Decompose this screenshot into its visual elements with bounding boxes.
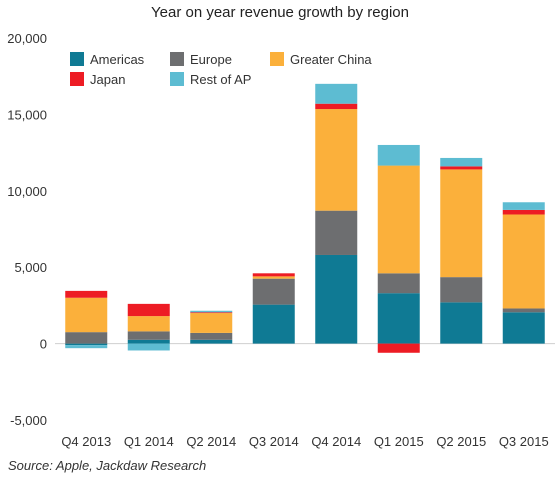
legend-item-greater-china: Greater China <box>270 52 372 67</box>
bar-greater-china <box>377 165 420 274</box>
legend-item-rest-of-ap: Rest of AP <box>170 72 251 87</box>
bar-americas <box>440 302 483 344</box>
bar-rest-of-ap <box>127 343 170 351</box>
x-tick-label: Q2 2015 <box>436 434 486 449</box>
bar-rest-of-ap <box>65 345 108 349</box>
x-tick-label: Q2 2014 <box>186 434 236 449</box>
legend-label: Rest of AP <box>190 72 252 87</box>
bar-japan <box>502 209 545 215</box>
legend-swatch <box>170 52 184 66</box>
chart-title: Year on year revenue growth by region <box>151 4 409 21</box>
x-tick-label: Q3 2015 <box>499 434 549 449</box>
bar-europe <box>252 278 295 305</box>
legend-item-americas: Americas <box>70 52 144 67</box>
bar-greater-china <box>252 276 295 279</box>
legend-label: Europe <box>190 52 232 67</box>
bar-americas <box>252 304 295 344</box>
bar-japan <box>190 312 233 314</box>
bar-rest-of-ap <box>440 157 483 167</box>
y-tick-label: 15,000 <box>7 107 47 122</box>
x-tick-label: Q4 2013 <box>61 434 111 449</box>
x-tick-label: Q3 2014 <box>249 434 299 449</box>
x-tick-label: Q1 2015 <box>374 434 424 449</box>
legend-label: Greater China <box>290 52 372 67</box>
bar-americas <box>377 293 420 344</box>
legend-label: Japan <box>90 72 126 87</box>
bar-japan <box>127 303 170 317</box>
bar-japan <box>377 343 420 353</box>
x-tick-label: Q1 2014 <box>124 434 174 449</box>
bar-rest-of-ap <box>190 310 233 313</box>
source-note: Source: Apple, Jackdaw Research <box>8 458 207 473</box>
y-tick-label: 0 <box>40 337 47 352</box>
legend-item-japan: Japan <box>70 72 125 87</box>
y-tick-label: -5,000 <box>10 413 47 428</box>
legend-swatch <box>270 52 284 66</box>
bars-group <box>65 83 545 353</box>
bar-europe <box>315 210 358 255</box>
bar-japan <box>440 166 483 170</box>
bar-americas <box>190 339 233 344</box>
bar-greater-china <box>190 313 233 333</box>
bar-greater-china <box>127 316 170 332</box>
bar-greater-china <box>502 214 545 309</box>
bar-rest-of-ap <box>377 144 420 166</box>
bar-europe <box>440 277 483 303</box>
bar-americas <box>502 312 545 344</box>
bar-rest-of-ap <box>315 83 358 104</box>
bar-japan <box>252 273 295 277</box>
legend-label: Americas <box>90 52 145 67</box>
bar-americas <box>65 343 108 346</box>
x-axis: Q4 2013 Q1 2014 Q2 2014 Q3 2014 Q4 2014 Q1 20… <box>61 434 548 449</box>
bar-europe <box>65 332 108 344</box>
legend-swatch <box>70 72 84 86</box>
bar-greater-china <box>65 297 108 333</box>
bar-europe <box>127 331 170 340</box>
legend-swatch <box>170 72 184 86</box>
bar-europe <box>377 273 420 294</box>
bar-japan <box>65 290 108 298</box>
bar-greater-china <box>440 169 483 278</box>
bar-americas <box>315 254 358 344</box>
bar-americas <box>127 339 170 344</box>
y-tick-label: 5,000 <box>14 260 47 275</box>
bar-europe <box>502 308 545 313</box>
y-axis: -5,000 0 5,000 10,000 15,000 20,000 <box>7 31 47 428</box>
bar-europe <box>190 332 233 340</box>
legend-item-europe: Europe <box>170 52 232 67</box>
y-tick-label: 20,000 <box>7 31 47 46</box>
bar-greater-china <box>315 109 358 211</box>
legend-swatch <box>70 52 84 66</box>
y-tick-label: 10,000 <box>7 184 47 199</box>
x-tick-label: Q4 2014 <box>311 434 361 449</box>
bar-rest-of-ap <box>502 202 545 210</box>
bar-japan <box>315 103 358 110</box>
